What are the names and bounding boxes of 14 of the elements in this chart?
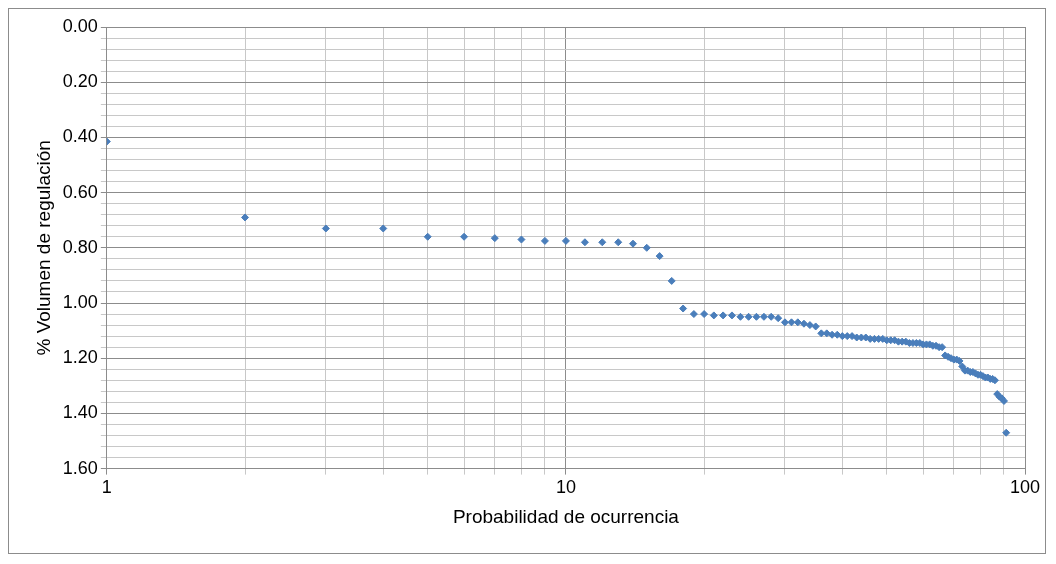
y-tick-label: 0.60 [62, 181, 98, 202]
y-axis-title: % Volumen de regulación [32, 140, 54, 356]
x-tick-label: 10 [555, 477, 576, 498]
y-tick-label: 0.00 [62, 15, 98, 36]
y-tick-label: 0.40 [62, 126, 98, 147]
y-tick-label: 0.20 [62, 71, 98, 92]
y-tick-label: 1.00 [62, 291, 98, 312]
y-tick-label: 1.20 [62, 347, 98, 368]
x-tick-label: 100 [1009, 477, 1041, 498]
x-tick-label: 1 [101, 477, 112, 498]
x-axis-title: Probabilidad de ocurrencia [452, 505, 680, 527]
y-tick-label: 0.80 [62, 236, 98, 257]
y-tick-label: 1.60 [62, 457, 98, 478]
y-tick-label: 1.40 [62, 402, 98, 423]
